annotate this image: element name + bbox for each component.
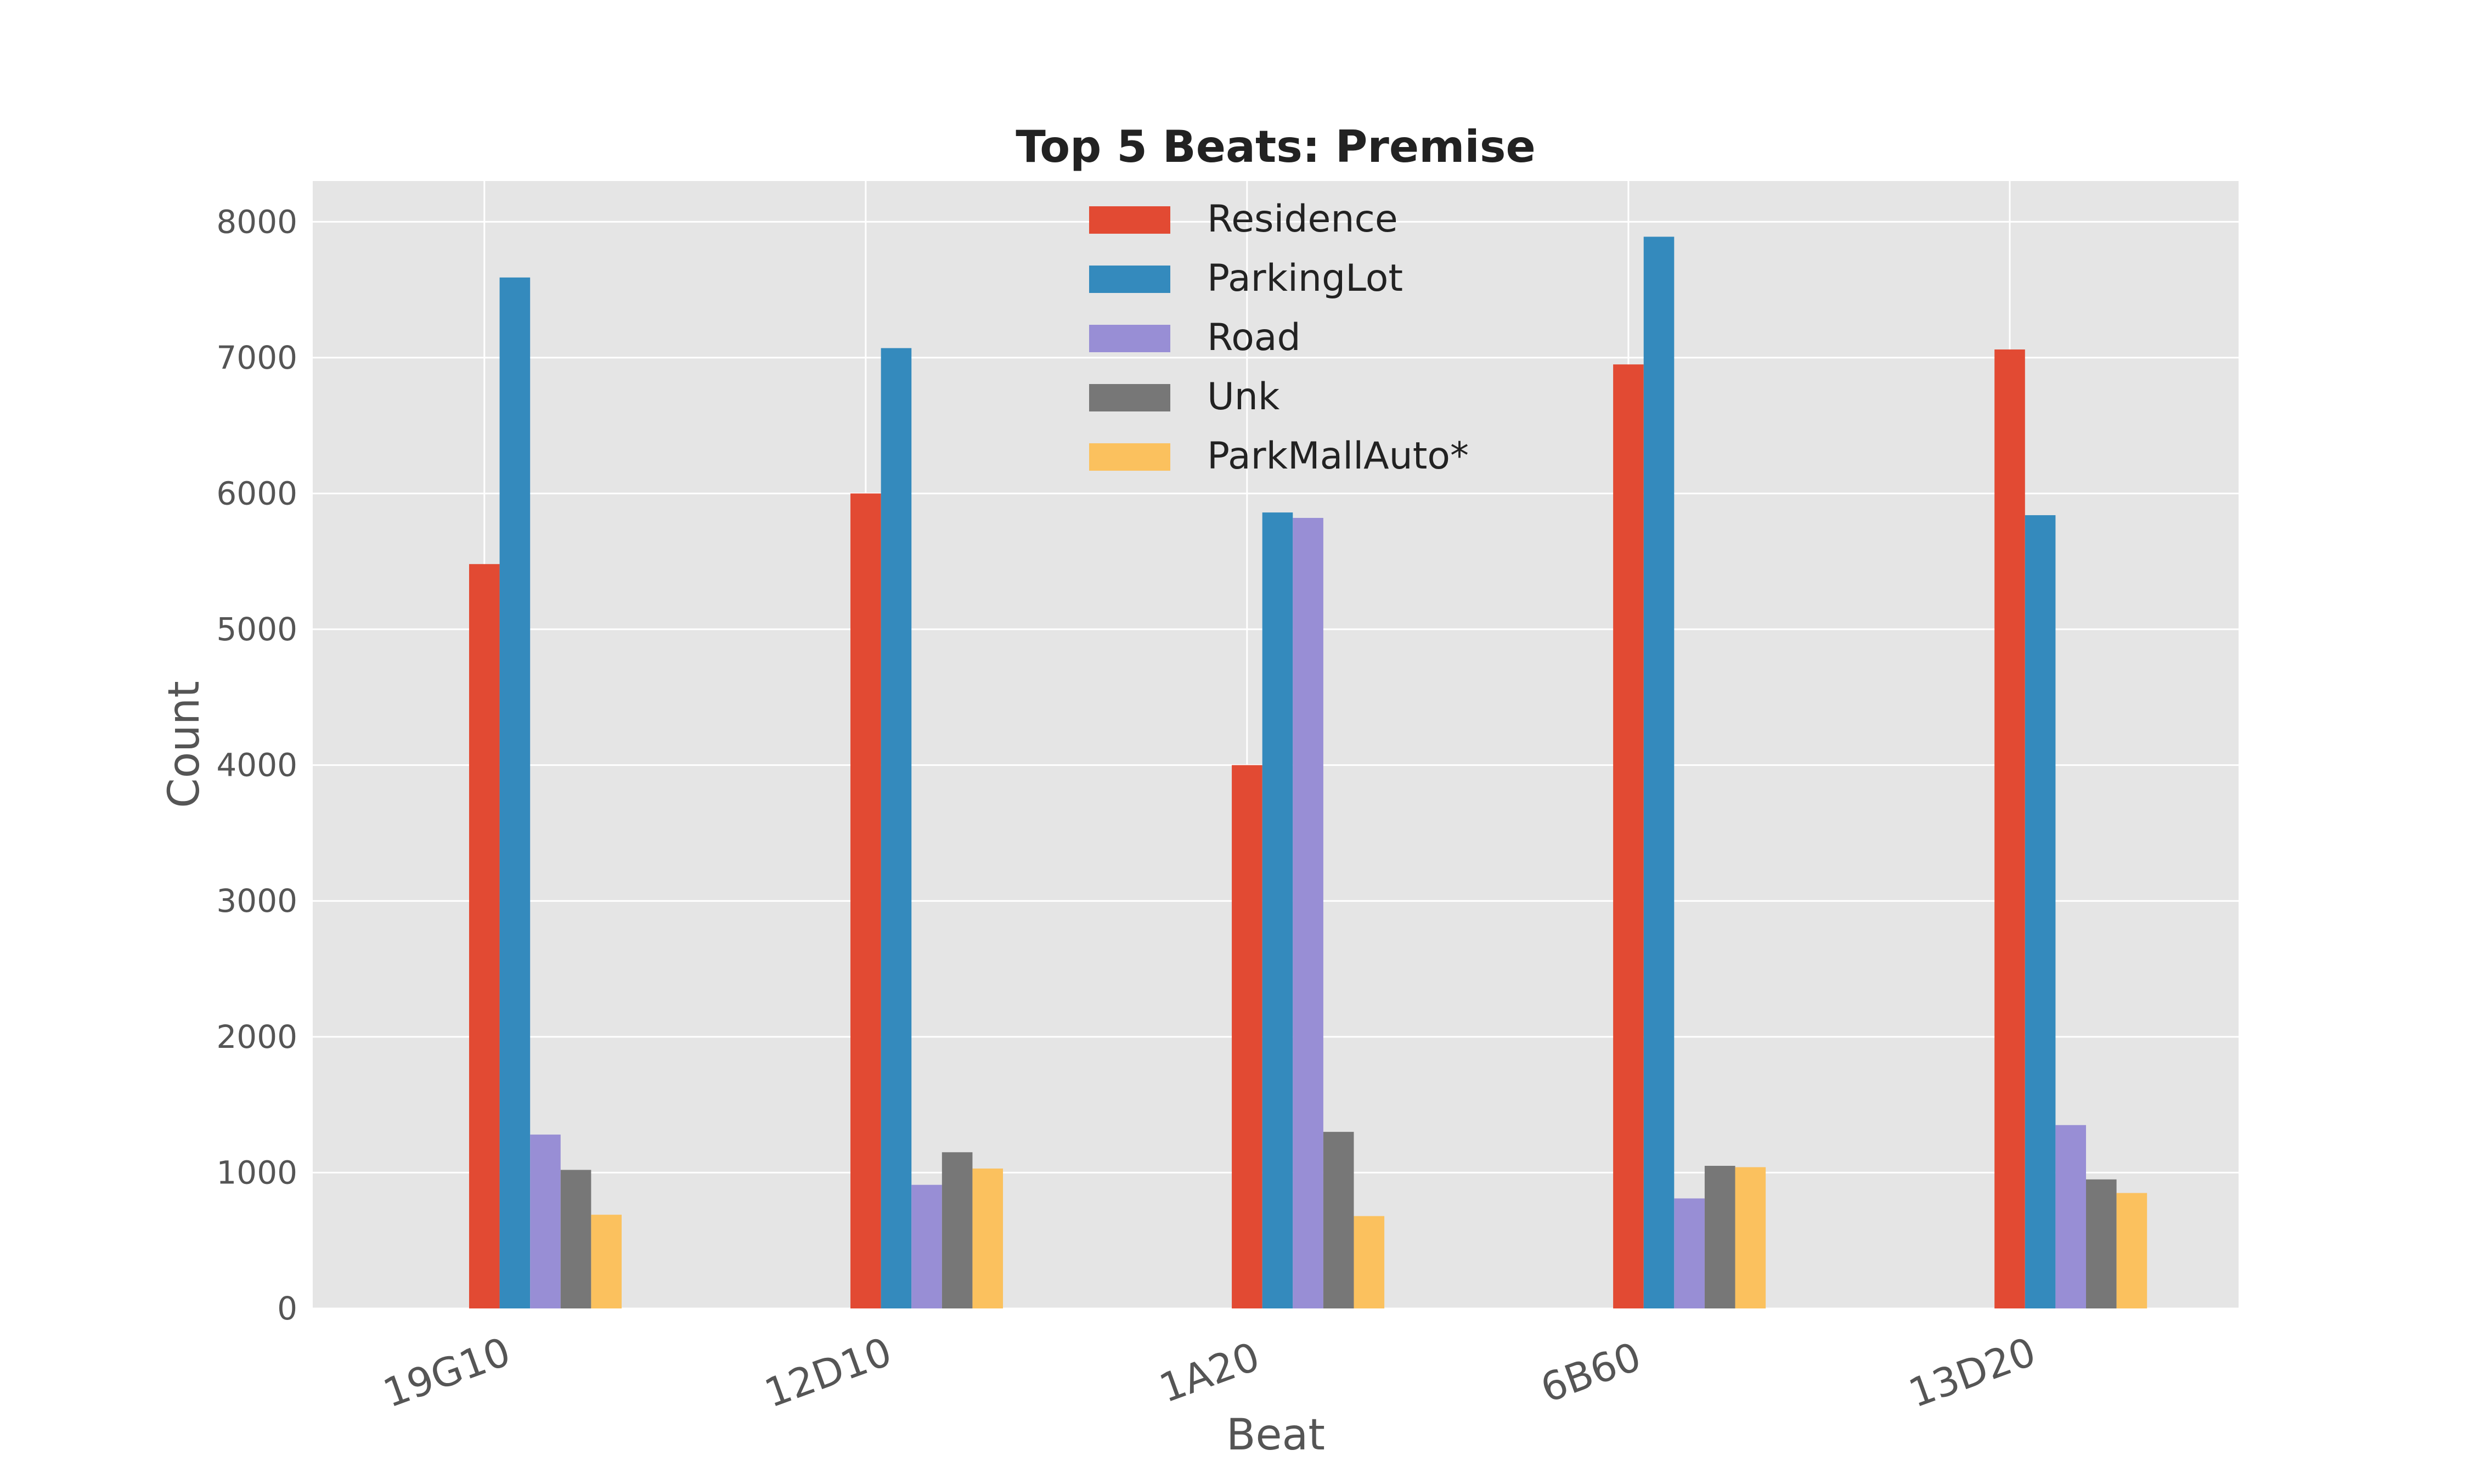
y-tick-label: 7000 xyxy=(216,339,297,376)
y-tick-label: 1000 xyxy=(216,1154,297,1191)
bar-road-19g10 xyxy=(530,1135,561,1308)
bar-residence-12d10 xyxy=(850,493,881,1309)
y-tick-label: 4000 xyxy=(216,747,297,784)
legend-label: Road xyxy=(1207,316,1301,359)
bar-residence-1a20 xyxy=(1232,765,1262,1308)
bar-parkmallauto-6b60 xyxy=(1735,1167,1766,1308)
bar-road-6b60 xyxy=(1674,1198,1705,1308)
y-tick-label: 6000 xyxy=(216,475,297,512)
legend-swatch xyxy=(1089,266,1170,293)
y-tick-label: 3000 xyxy=(216,882,297,919)
y-tick-label: 2000 xyxy=(216,1018,297,1056)
bar-parkinglot-19g10 xyxy=(499,277,531,1308)
bar-parkmallauto-12d10 xyxy=(972,1168,1004,1308)
x-axis-label: Beat xyxy=(1226,1410,1325,1460)
bar-unk-6b60 xyxy=(1704,1166,1735,1308)
legend-label: Residence xyxy=(1207,198,1398,241)
y-axis-label: Count xyxy=(160,681,209,808)
bars xyxy=(469,236,2147,1309)
bar-residence-6b60 xyxy=(1613,364,1644,1308)
x-tick-label: 13D20 xyxy=(1903,1328,2042,1417)
bar-parkmallauto-19g10 xyxy=(591,1215,622,1308)
bar-unk-12d10 xyxy=(942,1152,973,1308)
bar-road-1a20 xyxy=(1293,518,1323,1308)
y-axis-ticks: 0 1000 2000 3000 4000 5000 6000 7000 8000 xyxy=(216,203,297,1327)
bar-unk-1a20 xyxy=(1323,1132,1354,1308)
y-tick-label: 5000 xyxy=(216,611,297,648)
legend-swatch xyxy=(1089,384,1170,411)
y-tick-label: 8000 xyxy=(216,203,297,240)
bar-parkmallauto-1a20 xyxy=(1354,1216,1385,1308)
bar-parkmallauto-13d20 xyxy=(2116,1193,2147,1308)
chart-title: Top 5 Beats: Premise xyxy=(1016,121,1535,172)
x-tick-label: 1A20 xyxy=(1153,1333,1265,1412)
bar-road-12d10 xyxy=(911,1184,942,1308)
bar-parkinglot-1a20 xyxy=(1262,512,1293,1308)
legend-swatch xyxy=(1089,206,1170,234)
bar-parkinglot-6b60 xyxy=(1643,236,1675,1308)
x-axis-ticks: 19G10 12D10 1A20 6B60 13D20 xyxy=(377,1328,2042,1417)
bar-residence-19g10 xyxy=(469,564,500,1308)
bar-residence-13d20 xyxy=(1994,349,2025,1309)
bar-unk-13d20 xyxy=(2085,1179,2117,1308)
legend: Residence ParkingLot Road Unk ParkMallAuto* xyxy=(1089,198,1469,478)
legend-swatch xyxy=(1089,325,1170,352)
legend-swatch xyxy=(1089,443,1170,471)
bar-parkinglot-12d10 xyxy=(881,348,912,1308)
x-tick-label: 19G10 xyxy=(377,1328,516,1417)
x-tick-label: 12D10 xyxy=(759,1328,898,1417)
bar-parkinglot-13d20 xyxy=(2025,515,2056,1308)
bar-unk-19g10 xyxy=(560,1170,591,1308)
legend-label: Unk xyxy=(1207,375,1280,419)
y-tick-label: 0 xyxy=(277,1290,297,1327)
x-tick-label: 6B60 xyxy=(1535,1333,1647,1412)
legend-label: ParkingLot xyxy=(1207,257,1403,300)
legend-label: ParkMallAuto* xyxy=(1207,435,1469,478)
bar-road-13d20 xyxy=(2055,1125,2086,1308)
